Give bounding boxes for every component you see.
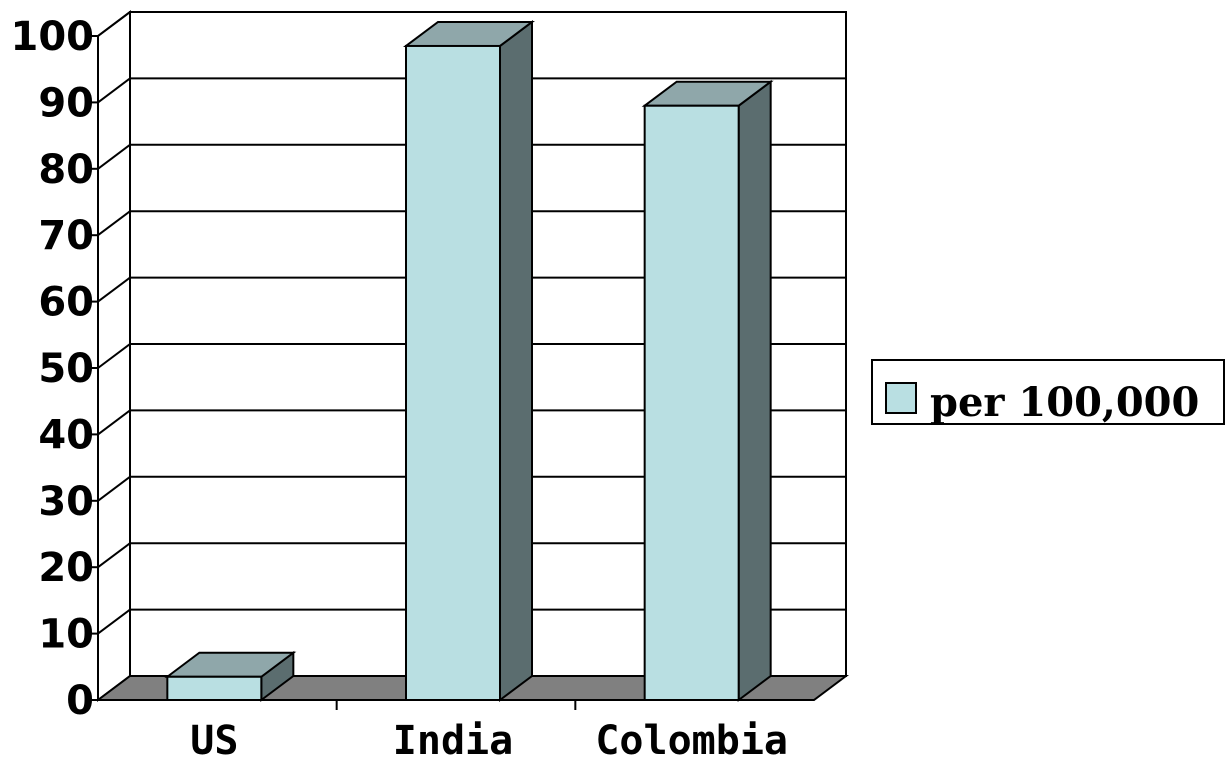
gridline-side	[97, 276, 131, 303]
gridline-side	[97, 608, 131, 635]
y-tick-label: 40	[38, 412, 94, 458]
x-category-label: Colombia	[595, 718, 788, 759]
y-tick-label: 10	[38, 612, 94, 658]
y-tick-label: 30	[38, 479, 94, 525]
legend-label: per 100,000	[930, 379, 1199, 426]
gridline-side	[97, 11, 131, 37]
bar-india	[403, 19, 535, 702]
bars	[164, 19, 774, 702]
y-tick-label: 90	[38, 80, 94, 126]
gridline-side	[97, 77, 131, 104]
bar-side	[499, 19, 533, 702]
x-category-label: India	[393, 718, 513, 759]
y-tick-label: 80	[38, 147, 94, 193]
bar-colombia	[641, 79, 774, 702]
legend-swatch	[885, 382, 917, 414]
bar-front	[643, 104, 740, 702]
y-tick-label: 0	[66, 678, 94, 724]
y-tick-label: 20	[38, 545, 94, 591]
gridline-side	[97, 144, 131, 170]
gridline-side	[97, 210, 131, 236]
bar-us	[164, 650, 297, 702]
x-axis-category-labels: US India Colombia	[190, 718, 788, 759]
y-tick-label: 60	[38, 280, 94, 326]
legend-box	[871, 359, 1225, 425]
y-tick-label: 70	[38, 213, 94, 259]
gridline-side	[97, 343, 131, 369]
gridline-side	[97, 542, 131, 569]
y-axis-tick-labels: 0 10 20 30 40 50 60 70 80 90 100	[11, 14, 95, 724]
legend: per 100,000	[871, 359, 1225, 426]
gridline-side	[97, 409, 131, 436]
gridline-side	[97, 475, 131, 502]
y-tick-label: 100	[11, 14, 95, 60]
bar-front	[166, 675, 263, 702]
x-category-label: US	[190, 718, 238, 759]
bar-side	[737, 79, 772, 702]
y-tick-label: 50	[38, 346, 94, 392]
bar-front	[405, 44, 501, 701]
